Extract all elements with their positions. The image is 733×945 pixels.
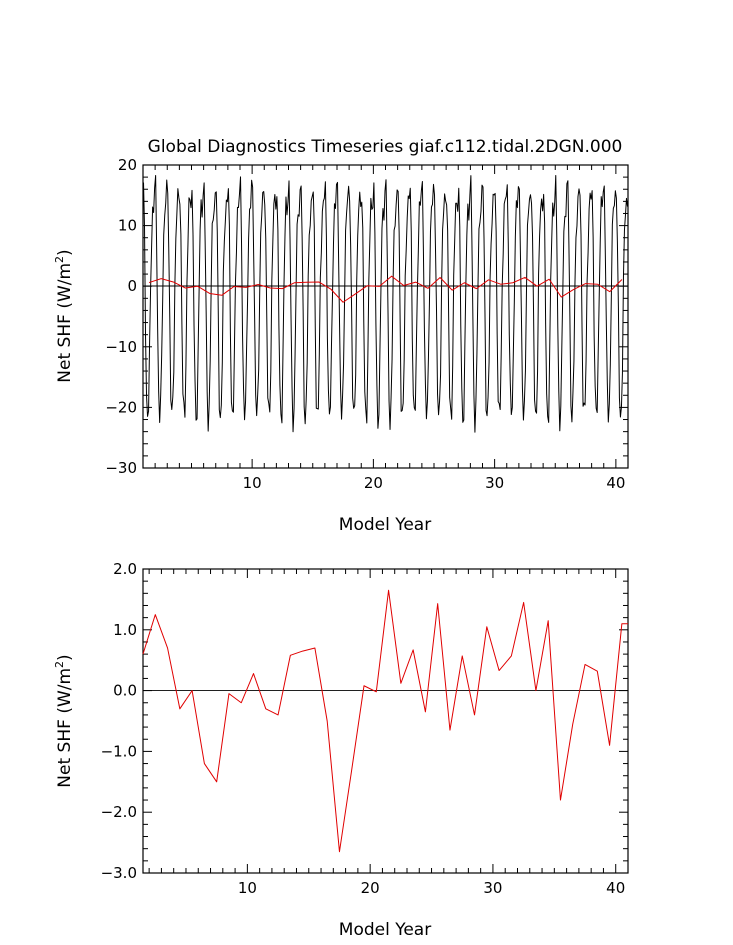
x-tick-label: 30 [485, 474, 504, 492]
x-tick-labels: 10 20 30 40 [238, 879, 625, 897]
series-group [143, 174, 628, 433]
top-panel: Global Diagnostics Timeseries giaf.c112.… [53, 137, 629, 535]
y-tick-labels: −30 −20 −10 0 10 20 [105, 156, 137, 477]
y-axis-label-close: ) [55, 654, 75, 661]
x-axis-label: Model Year [339, 515, 431, 535]
tick-marks [143, 568, 629, 874]
y-tick-label: 20 [118, 156, 137, 174]
y-tick-label: −2.0 [101, 803, 137, 821]
series-group [142, 589, 628, 853]
y-tick-label: 10 [118, 217, 137, 235]
x-tick-labels: 10 20 30 40 [243, 474, 626, 492]
plot-frame [142, 568, 629, 874]
y-tick-label: −10 [105, 338, 137, 356]
bottom-panel: −3.0 −2.0 −1.0 0.0 1.0 2.0 10 20 30 40 Model Yea… [53, 560, 629, 940]
y-axis-label-main: Net SHF (W/m [55, 668, 75, 788]
y-tick-label: 0 [127, 277, 137, 295]
y-axis-label-main: Net SHF (W/m [55, 263, 75, 383]
y-axis-label: Net SHF (W/m2) [53, 249, 75, 382]
y-tick-label: −20 [105, 398, 137, 416]
x-tick-label: 40 [606, 474, 625, 492]
plot-frame [142, 164, 629, 469]
y-tick-labels: −3.0 −2.0 −1.0 0.0 1.0 2.0 [101, 560, 137, 882]
y-tick-label: 2.0 [113, 560, 137, 578]
y-axis-label-superscript: 2 [53, 661, 66, 668]
y-tick-label: −30 [105, 459, 137, 477]
y-tick-label: −3.0 [101, 864, 137, 882]
x-tick-label: 20 [364, 474, 383, 492]
series-line-annual [148, 275, 623, 303]
y-axis-label: Net SHF (W/m2) [53, 654, 75, 787]
chart-title: Global Diagnostics Timeseries giaf.c112.… [148, 137, 623, 157]
y-tick-label: 1.0 [113, 621, 137, 639]
x-tick-label: 20 [361, 879, 380, 897]
x-tick-label: 10 [243, 474, 262, 492]
y-tick-label: −1.0 [101, 742, 137, 760]
y-axis-label-close: ) [55, 249, 75, 256]
x-tick-label: 10 [238, 879, 257, 897]
series-line-monthly [143, 174, 628, 433]
y-tick-label: 0.0 [113, 682, 137, 700]
x-axis-label: Model Year [339, 920, 431, 940]
x-tick-label: 30 [483, 879, 502, 897]
y-axis-label-superscript: 2 [53, 256, 66, 263]
x-tick-label: 40 [606, 879, 625, 897]
series-line-annual [142, 589, 628, 853]
tick-marks [142, 164, 629, 469]
